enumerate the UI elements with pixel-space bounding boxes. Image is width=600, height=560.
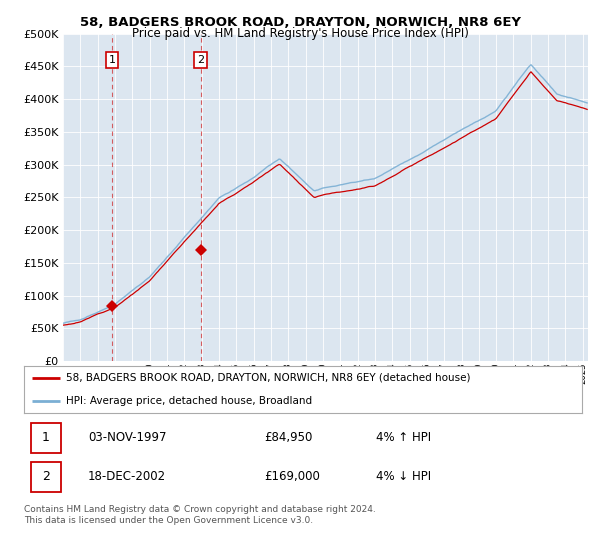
Text: 4% ↑ HPI: 4% ↑ HPI [376, 431, 431, 444]
Text: HPI: Average price, detached house, Broadland: HPI: Average price, detached house, Broa… [66, 396, 312, 407]
Text: 2: 2 [197, 55, 205, 65]
Text: 03-NOV-1997: 03-NOV-1997 [88, 431, 167, 444]
Text: 58, BADGERS BROOK ROAD, DRAYTON, NORWICH, NR8 6EY: 58, BADGERS BROOK ROAD, DRAYTON, NORWICH… [79, 16, 521, 29]
Text: 4% ↓ HPI: 4% ↓ HPI [376, 470, 431, 483]
Text: £169,000: £169,000 [264, 470, 320, 483]
FancyBboxPatch shape [31, 423, 61, 452]
Text: 18-DEC-2002: 18-DEC-2002 [88, 470, 166, 483]
Text: £84,950: £84,950 [264, 431, 313, 444]
Text: 1: 1 [42, 431, 50, 444]
Text: 58, BADGERS BROOK ROAD, DRAYTON, NORWICH, NR8 6EY (detached house): 58, BADGERS BROOK ROAD, DRAYTON, NORWICH… [66, 372, 470, 382]
Text: 1: 1 [109, 55, 116, 65]
FancyBboxPatch shape [31, 462, 61, 492]
Text: Price paid vs. HM Land Registry's House Price Index (HPI): Price paid vs. HM Land Registry's House … [131, 27, 469, 40]
Text: Contains HM Land Registry data © Crown copyright and database right 2024.
This d: Contains HM Land Registry data © Crown c… [24, 505, 376, 525]
Text: 2: 2 [42, 470, 50, 483]
